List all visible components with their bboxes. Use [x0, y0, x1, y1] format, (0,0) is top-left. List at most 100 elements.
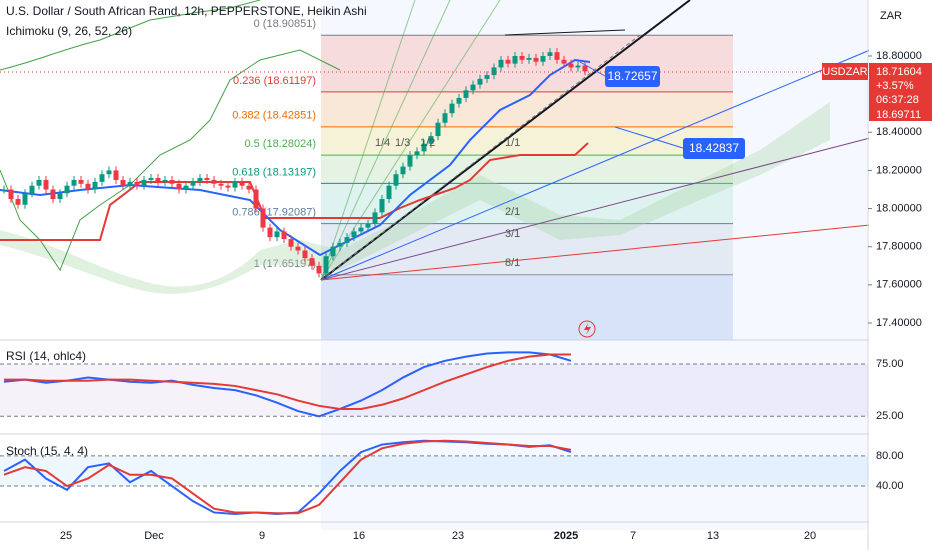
candle [92, 181, 98, 190]
candle [218, 183, 224, 186]
candle [22, 193, 28, 205]
candle [1, 189, 7, 191]
callout-arrow [579, 61, 606, 77]
candle [204, 178, 210, 180]
fib-label: 1 (17.65197) [254, 258, 316, 270]
candle [337, 242, 343, 247]
gann-fan [320, 0, 871, 281]
currency: ZAR [880, 10, 902, 22]
candle [71, 179, 77, 186]
callout-arrow [614, 126, 684, 149]
callout-label: 18.42837 [689, 141, 739, 155]
candle [57, 193, 63, 200]
x-tick-label: 2025 [554, 530, 578, 542]
fan-label: 1/4 [375, 137, 390, 149]
candle [456, 97, 462, 104]
rsi-title: RSI (14, ohlc4) [6, 349, 86, 363]
symbol: USDZAR [822, 66, 867, 78]
candle [295, 246, 301, 251]
candle [162, 179, 168, 182]
rsi-line [3, 351, 572, 418]
fan-label: 3/1 [505, 228, 520, 240]
candle [302, 250, 308, 259]
candle [358, 227, 364, 232]
candle [491, 67, 497, 76]
chart-title: U.S. Dollar / South African Rand, 12h, P… [6, 4, 367, 18]
candle [477, 78, 483, 85]
callout-box [605, 66, 660, 87]
candle [386, 185, 392, 200]
x-tick-label: 13 [707, 530, 719, 542]
candle [232, 181, 238, 188]
candle [365, 223, 371, 228]
candle [449, 103, 455, 114]
candle [561, 59, 567, 64]
candle [407, 155, 413, 167]
candle [106, 170, 112, 175]
candle [169, 179, 175, 184]
candle [400, 166, 406, 175]
candle [127, 181, 133, 186]
candle [568, 63, 574, 68]
fan-label: 1/3 [395, 137, 410, 149]
candle [148, 178, 154, 180]
callout-box [683, 138, 745, 159]
fib-label: 0.236 (18.61197) [233, 75, 316, 87]
fib-label: 0.618 (18.13197) [232, 166, 316, 178]
ichimoku-lagging [0, 0, 261, 71]
candle [519, 56, 525, 60]
candle [274, 231, 280, 238]
candle [330, 246, 336, 257]
candle [344, 237, 350, 243]
x-tick-label: 23 [452, 530, 464, 542]
candle [484, 75, 490, 79]
candle [470, 84, 476, 91]
fib-band [321, 91, 733, 127]
y-tick-label: 17.40000 [876, 317, 922, 329]
x-tick-label: Dec [144, 530, 164, 542]
candle [421, 143, 427, 152]
quote-box [869, 63, 932, 121]
stoch-title: Stoch (15, 4, 4) [6, 444, 88, 458]
bid-price: 18.69711 [876, 109, 921, 121]
fib-band [321, 155, 733, 184]
x-tick-label: 20 [804, 530, 816, 542]
candle [197, 178, 203, 182]
candle [393, 174, 399, 186]
fib-label: 0.5 (18.28024) [244, 138, 316, 150]
candle [533, 57, 539, 62]
candle [554, 52, 560, 60]
candle [225, 185, 231, 188]
candle [64, 185, 70, 194]
y-tick-label: 18.40000 [876, 126, 922, 138]
callout-label: 18.72657 [607, 69, 657, 83]
fib-band [321, 223, 733, 275]
candle [547, 52, 553, 56]
candle [281, 231, 287, 240]
event-icon[interactable] [578, 320, 596, 338]
y-tick-label: 80.00 [876, 450, 904, 462]
candle [540, 56, 546, 62]
event-bolt [584, 323, 591, 335]
fib-label: 0 (18.90851) [254, 18, 316, 30]
y-tick-label: 17.60000 [876, 279, 922, 291]
fib-band [321, 35, 733, 92]
symbol-tag [822, 63, 868, 80]
candle [260, 208, 266, 228]
candle [15, 199, 21, 205]
candle [141, 179, 147, 186]
candle [463, 90, 469, 98]
x-tick-label: 25 [60, 530, 72, 542]
countdown: 06:37:28 [876, 94, 919, 106]
stoch-line [3, 439, 572, 515]
candle [526, 57, 532, 60]
fan-label: 2/1 [505, 206, 520, 218]
candle [239, 181, 245, 186]
change: +3.57% [876, 80, 914, 92]
candle [442, 113, 448, 123]
x-tick-label: 9 [259, 530, 265, 542]
candle [36, 179, 42, 186]
y-tick-label: 75.00 [876, 358, 904, 370]
candle [505, 59, 511, 64]
